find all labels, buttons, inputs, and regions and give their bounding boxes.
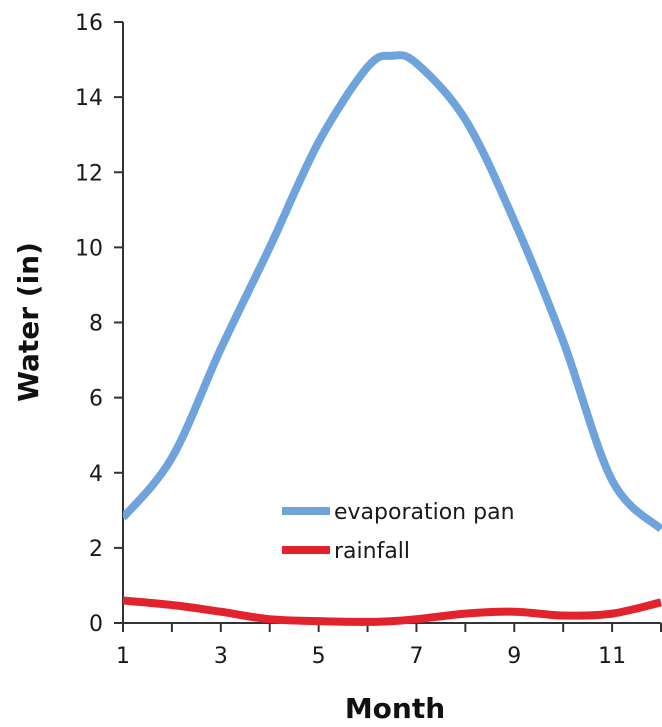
x-tick-label: 1	[116, 644, 130, 669]
chart-series-layer	[123, 51, 662, 626]
series-line-rainfall	[123, 596, 662, 626]
x-tick-label: 9	[507, 644, 521, 669]
y-tick-label: 2	[89, 537, 103, 562]
x-tick-label: 5	[312, 644, 326, 669]
y-tick-label: 16	[75, 11, 103, 36]
y-tick-label: 6	[89, 387, 103, 412]
x-tick-label: 3	[214, 644, 228, 669]
y-tick-label: 8	[89, 312, 103, 337]
chart-axes: 0 2 4 6 8 10 12 14 16 1 3 5 7 9 11	[75, 11, 662, 669]
legend-label-rainfall: rainfall	[334, 539, 410, 564]
x-axis-title: Month	[345, 692, 445, 725]
y-tick-label: 12	[75, 161, 103, 186]
x-tick-label: 7	[409, 644, 423, 669]
y-tick-label: 14	[75, 86, 103, 111]
chart-legend: evaporation pan rainfall	[282, 500, 515, 564]
y-axis-title: Water (in)	[12, 242, 45, 402]
legend-label-evaporation-pan: evaporation pan	[334, 500, 515, 525]
y-tick-label: 4	[89, 462, 103, 487]
series-line-evaporation-pan	[123, 51, 662, 533]
y-tick-label: 10	[75, 236, 103, 261]
x-tick-label: 11	[598, 644, 626, 669]
y-tick-label: 0	[89, 612, 103, 637]
